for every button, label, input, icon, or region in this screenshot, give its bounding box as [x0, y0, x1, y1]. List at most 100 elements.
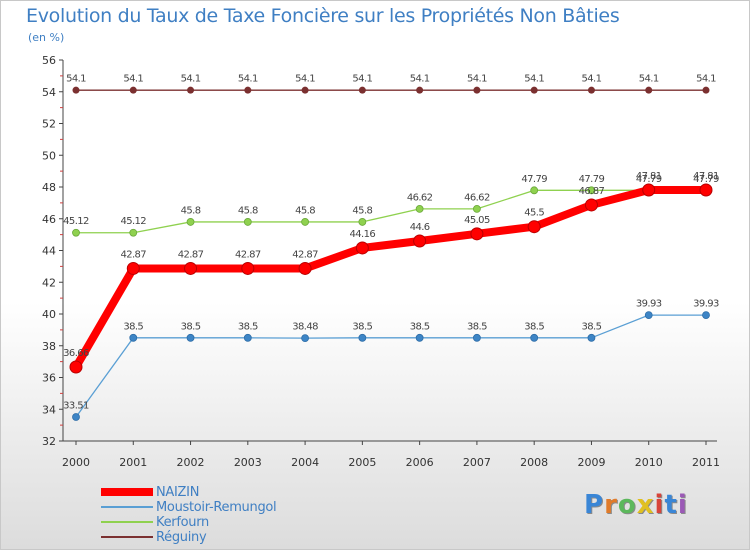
x-tick-label: 2004	[291, 456, 319, 469]
point-reguiny	[301, 86, 309, 94]
logo-letter: r	[604, 490, 618, 520]
point-naizin	[126, 261, 140, 275]
data-label-reguiny: 54.1	[352, 74, 372, 85]
data-label-moustoir-remungol: 33.51	[63, 401, 89, 412]
data-label-naizin: 42.87	[178, 249, 204, 260]
x-tick-label: 2010	[635, 456, 663, 469]
point-kerfourn	[72, 228, 80, 237]
data-label-moustoir-remungol: 38.5	[181, 321, 201, 332]
data-label-kerfourn: 45.8	[295, 205, 315, 216]
legend-swatch	[101, 488, 153, 496]
data-label-kerfourn: 47.79	[579, 174, 605, 185]
data-label-kerfourn: 46.62	[407, 192, 433, 203]
point-moustoir-remungol	[358, 333, 367, 342]
data-label-naizin: 46.87	[579, 186, 605, 197]
x-tick-label: 2003	[234, 456, 262, 469]
point-reguiny	[473, 86, 481, 94]
point-kerfourn	[358, 218, 367, 226]
x-tick-label: 2000	[62, 456, 90, 469]
data-label-naizin: 47.81	[693, 171, 719, 182]
point-reguiny	[129, 86, 137, 94]
data-label-moustoir-remungol: 38.5	[524, 321, 544, 332]
y-tick-label: 50	[42, 149, 56, 162]
point-moustoir-remungol	[473, 333, 481, 342]
y-tick-label: 36	[42, 372, 56, 385]
point-kerfourn	[243, 218, 252, 226]
y-tick-label: 54	[42, 86, 56, 99]
y-tick-label: 48	[42, 181, 56, 194]
legend-label: Réguiny	[156, 530, 207, 545]
y-tick-label: 56	[42, 54, 56, 67]
data-label-kerfourn: 47.79	[521, 174, 547, 185]
legend-swatch	[101, 521, 153, 523]
point-moustoir-remungol	[243, 333, 252, 342]
data-label-moustoir-remungol: 39.93	[693, 299, 719, 310]
data-label-kerfourn: 47.79	[636, 174, 662, 185]
x-tick-label: 2001	[119, 456, 147, 469]
data-label-reguiny: 54.1	[238, 74, 258, 85]
point-reguiny	[702, 86, 710, 94]
point-reguiny	[530, 86, 538, 94]
data-label-reguiny: 54.1	[639, 74, 659, 85]
data-label-moustoir-remungol: 38.48	[292, 322, 318, 333]
legend-swatch	[101, 536, 153, 538]
point-moustoir-remungol	[72, 413, 80, 421]
logo-letter: i	[677, 490, 688, 520]
point-moustoir-remungol	[644, 311, 653, 320]
point-kerfourn	[530, 186, 539, 195]
x-tick-label: 2009	[577, 456, 605, 469]
data-label-naizin: 42.87	[120, 249, 146, 260]
x-tick-label: 2008	[520, 456, 548, 469]
point-kerfourn	[473, 205, 481, 213]
point-naizin	[355, 241, 369, 255]
data-label-moustoir-remungol: 38.5	[410, 321, 430, 332]
point-moustoir-remungol	[530, 333, 539, 342]
data-label-naizin: 36.66	[63, 348, 89, 359]
point-moustoir-remungol	[415, 333, 424, 342]
data-label-reguiny: 54.1	[467, 74, 487, 85]
point-moustoir-remungol	[587, 333, 596, 342]
data-label-kerfourn: 45.8	[238, 205, 258, 216]
data-label-kerfourn: 47.79	[693, 174, 719, 185]
data-label-moustoir-remungol: 38.5	[467, 321, 487, 332]
data-label-naizin: 42.87	[235, 249, 261, 260]
x-tick-label: 2011	[692, 456, 720, 469]
point-kerfourn	[186, 218, 195, 226]
data-label-reguiny: 54.1	[524, 74, 544, 85]
point-reguiny	[587, 86, 595, 94]
point-reguiny	[645, 86, 653, 94]
x-tick-label: 2005	[348, 456, 376, 469]
data-label-naizin: 44.16	[350, 229, 376, 240]
logo-letter: o	[617, 490, 637, 520]
data-label-kerfourn: 45.8	[181, 205, 201, 216]
data-label-reguiny: 54.1	[123, 74, 143, 85]
data-label-naizin: 45.5	[524, 208, 544, 219]
legend-label: Moustoir-Remungol	[156, 500, 277, 515]
data-label-reguiny: 54.1	[410, 74, 430, 85]
point-reguiny	[72, 86, 80, 94]
point-naizin	[69, 360, 83, 374]
series-line-naizin	[72, 186, 710, 372]
point-kerfourn	[587, 186, 596, 195]
x-tick-label: 2007	[463, 456, 491, 469]
data-label-naizin: 45.05	[464, 215, 490, 226]
chart-unit-label: (en %)	[28, 31, 65, 44]
data-label-kerfourn: 45.12	[120, 216, 146, 227]
y-tick-label: 38	[42, 340, 56, 353]
point-moustoir-remungol	[301, 334, 309, 343]
data-label-moustoir-remungol: 38.5	[238, 321, 258, 332]
point-naizin	[184, 261, 198, 275]
x-tick-label: 2002	[177, 456, 205, 469]
point-naizin	[584, 198, 598, 212]
data-label-reguiny: 54.1	[66, 74, 86, 85]
y-tick-label: 42	[42, 276, 56, 289]
point-kerfourn	[301, 218, 309, 226]
legend-label: Kerfourn	[156, 515, 209, 530]
point-moustoir-remungol	[129, 333, 138, 342]
x-tick-label: 2006	[406, 456, 434, 469]
data-label-kerfourn: 46.62	[464, 192, 490, 203]
chart-title: Evolution du Taux de Taxe Foncière sur l…	[26, 5, 620, 27]
point-reguiny	[416, 86, 424, 94]
data-label-moustoir-remungol: 38.5	[123, 321, 143, 332]
